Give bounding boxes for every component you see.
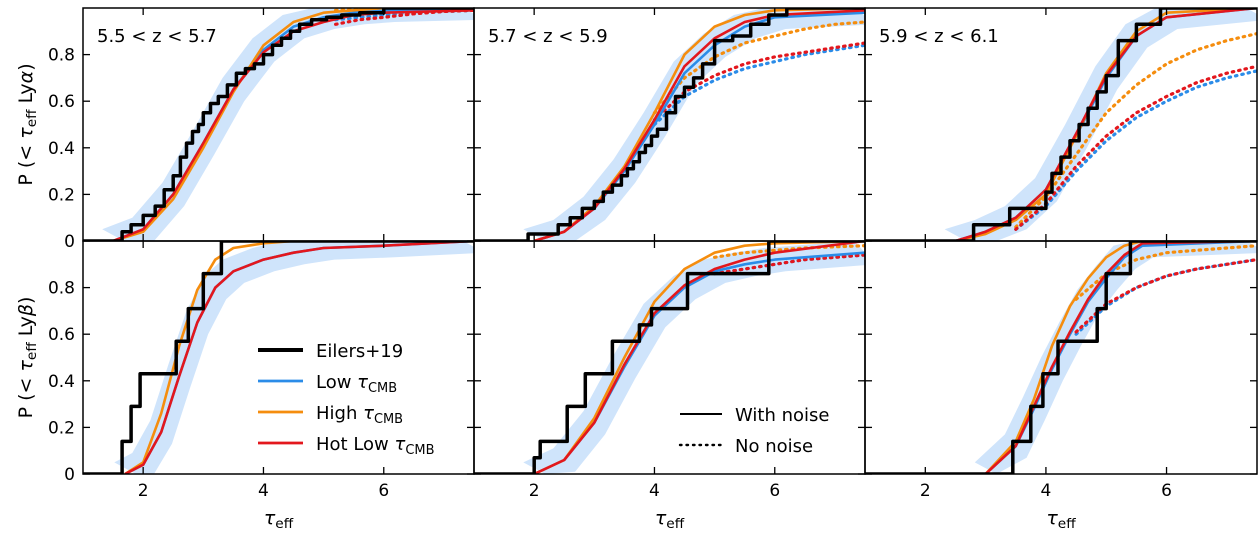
series-high-cmb (124, 241, 474, 474)
series-eilers-19 (83, 241, 474, 474)
plot-area (474, 8, 865, 241)
legend-label-data: Eilers+19 (316, 341, 403, 362)
scatter-band (114, 241, 474, 474)
y-axis-label-top: P (< τeff Lyα) (15, 63, 40, 185)
series-hot-low-cmb (955, 8, 1257, 241)
x-tick-label: 6 (769, 481, 780, 501)
y-tick-label: 0.8 (48, 46, 75, 66)
series-low-cmb-no-noise (652, 43, 865, 127)
x-tick-label: 4 (258, 481, 269, 501)
series-high-cmb (955, 8, 1257, 241)
x-tick-label: 4 (1041, 481, 1052, 501)
series-high-cmb-no-noise (1014, 32, 1257, 229)
plot-area (83, 241, 474, 474)
scatter-band (102, 8, 474, 241)
panel-top-2 (473, 7, 866, 242)
panel-bottom-3 (864, 240, 1258, 475)
y-axis-label-bottom: P (< τeff Lyβ) (15, 297, 40, 419)
series-eilers-19 (83, 8, 474, 241)
x-tick-label: 4 (649, 481, 660, 501)
series-high-cmb (112, 8, 474, 241)
legend-layer: Eilers+19 Low τCMB High τCMB Hot Low τCMB Wi… (258, 341, 829, 458)
panels-layer (82, 7, 1258, 475)
series-eilers-19 (474, 8, 865, 241)
y-axis-label-top-group: P (< τeff Lyα) (15, 63, 40, 185)
redshift-label: 5.9 < z < 6.1 (879, 26, 999, 47)
x-axis-label: τeff (655, 507, 685, 532)
y-tick-label: 0 (64, 232, 75, 252)
plot-area (83, 8, 474, 241)
axes-frame (864, 240, 1258, 475)
legend-label-low: Low τCMB (316, 372, 397, 396)
panel-bottom-2 (473, 240, 866, 475)
series-high-cmb-no-noise (713, 244, 865, 259)
panel-bottom-1 (82, 240, 475, 475)
y-axis-label-bottom-group: P (< τeff Lyβ) (15, 297, 40, 419)
x-tick-label: 2 (920, 481, 931, 501)
series-hot-low-cmb-no-noise (334, 8, 474, 26)
x-tick-label: 2 (138, 481, 149, 501)
y-tick-label: 0.8 (48, 279, 75, 299)
y-tick-label: 0.2 (48, 185, 75, 205)
scatter-band (523, 8, 865, 241)
legend-label-solid: With noise (735, 405, 829, 426)
series-hot-low-cmb-no-noise (713, 253, 865, 276)
series-low-cmb-no-noise (334, 8, 474, 22)
x-tick-label: 6 (378, 481, 389, 501)
legend-label-dotted: No noise (735, 436, 813, 457)
series-hot-low-cmb (124, 241, 474, 474)
x-axis-label: τeff (264, 507, 294, 532)
series-eilers-19 (865, 241, 1257, 474)
redshift-label: 5.7 < z < 5.9 (488, 26, 608, 47)
series-high-cmb (984, 241, 1257, 474)
redshift-label: 5.5 < z < 5.7 (97, 26, 217, 47)
series-low-cmb-no-noise (1014, 69, 1257, 231)
y-tick-label: 0.6 (48, 325, 75, 345)
series-hot-low-cmb (533, 9, 865, 241)
plot-area (865, 241, 1257, 474)
y-tick-label: 0.6 (48, 92, 75, 112)
series-eilers-19 (865, 8, 1257, 241)
series-high-cmb (533, 241, 865, 474)
series-hot-low-cmb-no-noise (1014, 64, 1257, 231)
x-tick-label: 2 (529, 481, 540, 501)
axis-text-layer: 0 0.2 0.4 0.6 0.8 5.5 < z < 5.7 5.7 < z < 5.9 5… (15, 26, 1172, 532)
series-hot-low-cmb (533, 241, 865, 474)
scatter-band (974, 241, 1257, 474)
series-eilers-19 (474, 241, 865, 474)
series-high-cmb-no-noise (652, 20, 865, 115)
y-tick-label: 0.4 (48, 372, 75, 392)
x-tick-label: 6 (1161, 481, 1172, 501)
scatter-band (523, 241, 865, 474)
x-axis-label: τeff (1046, 507, 1076, 532)
series-hot-low-cmb (984, 241, 1257, 474)
plot-area (865, 8, 1257, 241)
plot-area (474, 241, 865, 474)
y-tick-label: 0 (64, 465, 75, 485)
panel-top-1 (82, 7, 475, 242)
y-tick-label: 0.2 (48, 418, 75, 438)
legend-label-hot: Hot Low τCMB (316, 434, 434, 458)
y-tick-label: 0.4 (48, 139, 75, 159)
legend-label-high: High τCMB (316, 403, 403, 427)
series-low-cmb (955, 8, 1257, 241)
series-hot-low-cmb-no-noise (652, 41, 865, 122)
